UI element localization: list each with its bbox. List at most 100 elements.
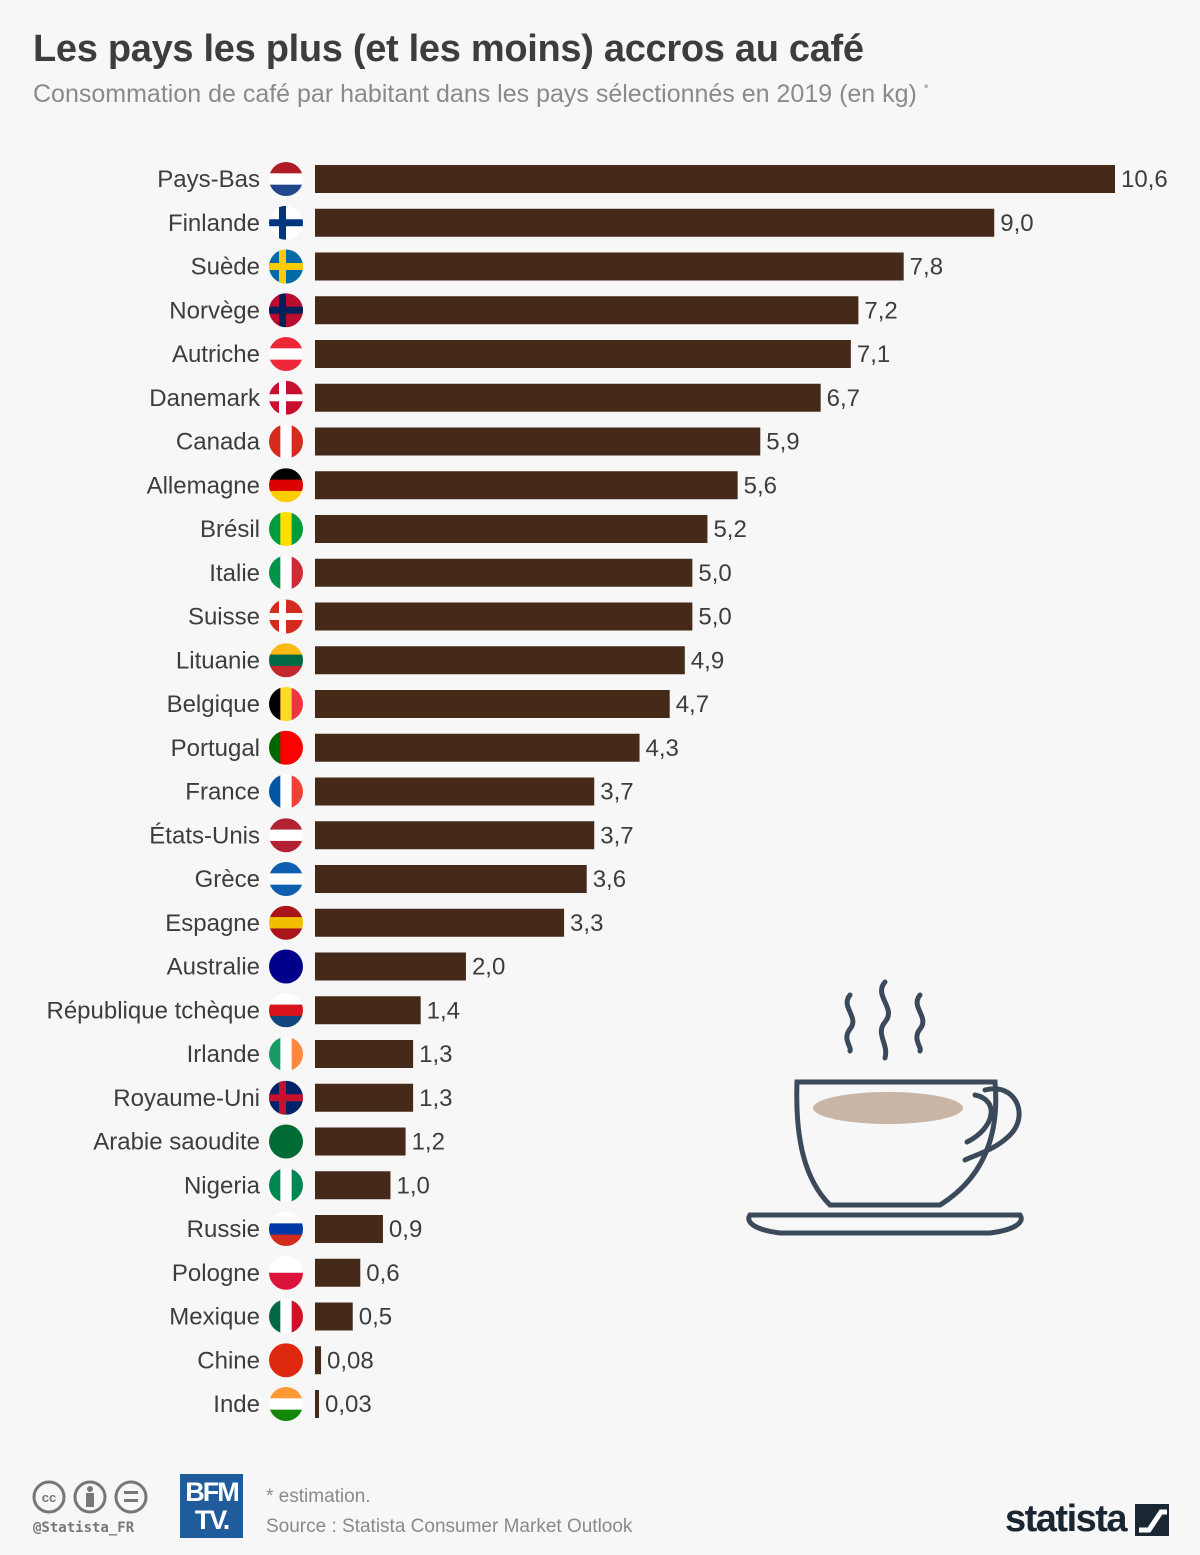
- flag-icon: [269, 162, 303, 196]
- value-label: 1,2: [412, 1129, 445, 1156]
- value-label: 5,6: [744, 472, 777, 499]
- value-label: 3,7: [600, 779, 633, 806]
- bar-row: Pays-Bas 10,6: [157, 162, 1168, 196]
- statista-logo-mark: [1135, 1504, 1169, 1536]
- bar: [315, 383, 821, 412]
- bar-row: Lituanie 4,9: [176, 643, 724, 678]
- flag-icon: [269, 380, 303, 415]
- category-label: Irlande: [187, 1041, 260, 1068]
- bar: [315, 1171, 391, 1200]
- bar: [315, 646, 685, 675]
- bar-row: Mexique 0,5: [169, 1299, 392, 1334]
- bar-row: Pologne 0,6: [172, 1255, 400, 1290]
- bar: [315, 777, 595, 806]
- flag-icon: [269, 468, 303, 503]
- bar-row: Nigeria 1,0: [184, 1168, 430, 1203]
- category-label: Belgique: [167, 691, 260, 718]
- flag-icon: [269, 862, 303, 896]
- bar-row: France 3,7: [185, 774, 634, 809]
- flag-icon: [269, 1124, 303, 1159]
- bar-row: Irlande 1,3: [187, 1037, 452, 1071]
- bar: [315, 1083, 414, 1112]
- category-label: République tchèque: [46, 997, 260, 1024]
- value-label: 1,3: [419, 1041, 452, 1068]
- bar-row: Grèce 3,6: [195, 862, 626, 896]
- bar-row: Danemark 6,7: [149, 380, 860, 415]
- value-label: 0,6: [366, 1260, 399, 1287]
- value-label: 4,3: [646, 735, 679, 762]
- bar: [315, 865, 587, 893]
- category-label: Pays-Bas: [157, 166, 260, 193]
- footnote: * estimation.: [266, 1486, 371, 1507]
- flag-icon: [269, 337, 303, 371]
- bar: [315, 1040, 414, 1068]
- category-label: Nigeria: [184, 1172, 261, 1199]
- category-label: France: [185, 779, 260, 806]
- category-label: Lituanie: [176, 647, 260, 674]
- flag-icon: [269, 949, 303, 984]
- category-label: États-Unis: [149, 822, 260, 849]
- value-label: 10,6: [1121, 166, 1168, 193]
- bar: [315, 1258, 361, 1287]
- category-label: Russie: [187, 1216, 260, 1243]
- bar: [315, 1127, 406, 1156]
- bar: [315, 1302, 353, 1331]
- category-label: Portugal: [171, 735, 260, 762]
- bar: [315, 427, 761, 456]
- bar-row: Chine 0,08: [197, 1343, 374, 1378]
- bar: [315, 340, 851, 368]
- value-label: 0,9: [389, 1216, 422, 1243]
- bar-row: Norvège 7,2: [169, 293, 898, 328]
- value-label: 9,0: [1000, 210, 1033, 237]
- value-label: 3,6: [593, 866, 626, 893]
- bar: [315, 821, 595, 850]
- flag-icon: [269, 293, 303, 328]
- flag-icon: [269, 1299, 303, 1334]
- category-label: Suède: [191, 254, 260, 281]
- bar-row: Canada 5,9: [176, 424, 800, 459]
- flag-icon: [269, 993, 303, 1028]
- bar-chart: Pays-Bas 10,6 Finlande 9,0 Suède 7,8 Norvège 7,…: [46, 162, 1168, 1421]
- flag-icon: [269, 205, 303, 240]
- bar-row: Espagne 3,3: [165, 905, 603, 940]
- source-text: Source : Statista Consumer Market Outloo…: [266, 1516, 633, 1537]
- bar-row: Autriche 7,1: [172, 337, 890, 371]
- value-label: 4,7: [676, 691, 709, 718]
- value-label: 7,2: [864, 297, 897, 324]
- bfmtv-logo: BFM TV.: [180, 1474, 243, 1538]
- bar-row: Suède 7,8: [191, 249, 943, 284]
- flag-icon: [269, 512, 303, 546]
- category-label: Danemark: [149, 385, 261, 412]
- category-label: Australie: [167, 954, 260, 981]
- category-label: Arabie saoudite: [93, 1129, 260, 1156]
- flag-icon: [269, 555, 303, 590]
- category-label: Inde: [213, 1391, 260, 1418]
- category-label: Pologne: [172, 1260, 260, 1287]
- bar-row: Suisse 5,0: [188, 599, 732, 634]
- category-label: Allemagne: [147, 472, 260, 499]
- svg-text:cc: cc: [42, 1490, 56, 1505]
- bar-row: Belgique 4,7: [167, 687, 709, 721]
- value-label: 3,7: [600, 822, 633, 849]
- flag-icon: [269, 1212, 303, 1246]
- category-label: Finlande: [168, 210, 260, 237]
- value-label: 5,9: [766, 429, 799, 456]
- value-label: 7,1: [857, 341, 890, 368]
- value-label: 0,5: [359, 1304, 392, 1331]
- value-label: 5,2: [713, 516, 746, 543]
- bar-row: Inde 0,03: [213, 1387, 372, 1421]
- creative-commons-icons: cc: [32, 1480, 148, 1514]
- flag-icon: [269, 730, 303, 765]
- bar: [315, 1346, 322, 1375]
- category-label: Norvège: [169, 297, 260, 324]
- bar-row: Finlande 9,0: [168, 205, 1034, 240]
- flag-icon: [269, 1343, 303, 1378]
- bar: [315, 996, 421, 1025]
- flag-icon: [269, 818, 303, 853]
- category-label: Chine: [197, 1347, 260, 1374]
- coffee-cup-icon: [746, 979, 1024, 1236]
- bar-row: Russie 0,9: [187, 1212, 422, 1246]
- bar: [315, 515, 708, 543]
- flag-icon: [269, 1255, 303, 1290]
- flag-icon: [269, 1080, 303, 1115]
